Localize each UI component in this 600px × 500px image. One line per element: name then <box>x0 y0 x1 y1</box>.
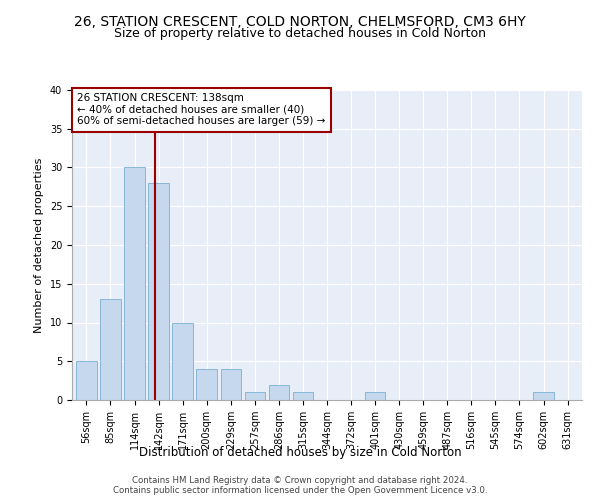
Bar <box>221 369 241 400</box>
Bar <box>76 361 97 400</box>
Bar <box>293 392 313 400</box>
Bar <box>100 299 121 400</box>
Text: 26 STATION CRESCENT: 138sqm
← 40% of detached houses are smaller (40)
60% of sem: 26 STATION CRESCENT: 138sqm ← 40% of det… <box>77 93 325 126</box>
Bar <box>245 392 265 400</box>
Bar <box>172 322 193 400</box>
Y-axis label: Number of detached properties: Number of detached properties <box>34 158 44 332</box>
Bar <box>533 392 554 400</box>
Bar <box>196 369 217 400</box>
Bar <box>148 183 169 400</box>
Bar <box>124 168 145 400</box>
Bar <box>269 384 289 400</box>
Text: Size of property relative to detached houses in Cold Norton: Size of property relative to detached ho… <box>114 28 486 40</box>
Text: Distribution of detached houses by size in Cold Norton: Distribution of detached houses by size … <box>139 446 461 459</box>
Bar <box>365 392 385 400</box>
Text: 26, STATION CRESCENT, COLD NORTON, CHELMSFORD, CM3 6HY: 26, STATION CRESCENT, COLD NORTON, CHELM… <box>74 15 526 29</box>
Text: Contains HM Land Registry data © Crown copyright and database right 2024.
Contai: Contains HM Land Registry data © Crown c… <box>113 476 487 495</box>
